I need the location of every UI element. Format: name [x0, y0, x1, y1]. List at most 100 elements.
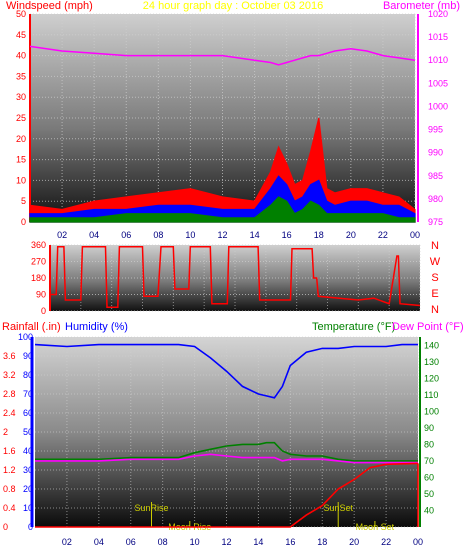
rainfall-tick-label: 0: [3, 522, 8, 532]
temperature-tick-label: 100: [424, 406, 439, 416]
x-tick-label: 20: [346, 230, 356, 240]
wind-tick-label: 20: [16, 134, 26, 144]
x-tick-label: 22: [378, 230, 388, 240]
wind-series-area: [29, 196, 416, 223]
x-tick-label: 18: [317, 537, 327, 547]
astro-label: Moon Set: [356, 522, 395, 532]
barometer-tick-label: 1000: [428, 101, 448, 111]
barometer-tick-label: 990: [428, 148, 443, 158]
rainfall-tick-label: 1.6: [3, 446, 16, 456]
x-tick-label: 08: [158, 537, 168, 547]
x-tick-label: 22: [381, 537, 391, 547]
wind-tick-label: 10: [16, 175, 26, 185]
rainfall-tick-label: 3.2: [3, 370, 16, 380]
temperature-tick-label: 130: [424, 357, 439, 367]
barometer-series-line: [29, 45, 416, 66]
temperature-tick-label: 140: [424, 340, 439, 350]
series-line-humidity: [34, 343, 418, 399]
wind-tick-label: 15: [16, 155, 26, 165]
rainfall-tick-label: 2.8: [3, 389, 16, 399]
humidity-tick-label: 20: [23, 484, 33, 494]
wind-tick-label: 45: [16, 30, 26, 40]
humidity-tick-label: 0: [28, 522, 33, 532]
right-axis-title: Barometer (mb): [383, 0, 460, 12]
humidity-tick-label: 50: [23, 427, 33, 437]
series-line-rain: [35, 462, 419, 528]
rainfall-tick-label: 3.6: [3, 351, 16, 361]
humidity-tick-label: 10: [23, 503, 33, 513]
direction-series-line: [50, 246, 421, 309]
wind-tick-label: 35: [16, 71, 26, 81]
x-tick-label: 16: [282, 230, 292, 240]
rainfall-axis-title: Rainfall (.in): [2, 321, 61, 333]
x-tick-label: 04: [94, 537, 104, 547]
x-tick-label: 12: [217, 230, 227, 240]
x-tick-label: 06: [126, 537, 136, 547]
x-tick-label: 06: [121, 230, 131, 240]
direction-tick-label: 0: [41, 306, 46, 316]
temperature-tick-label: 90: [424, 423, 434, 433]
wind-tick-label: 50: [16, 9, 26, 19]
dewpoint-axis-title: Dew Point (°F): [392, 321, 464, 333]
direction-label: E: [431, 288, 438, 300]
x-tick-label: 14: [250, 230, 260, 240]
wind-tick-label: 0: [21, 217, 26, 227]
barometer-tick-label: 1010: [428, 55, 448, 65]
x-tick-label: 12: [221, 537, 231, 547]
direction-tick-label: 270: [31, 257, 46, 267]
wind-tick-label: 25: [16, 113, 26, 123]
x-tick-label: 14: [253, 537, 263, 547]
temperature-axis-title: Temperature (°F): [312, 321, 395, 333]
x-tick-label: 02: [62, 537, 72, 547]
humidity-tick-label: 30: [23, 465, 33, 475]
direction-label: S: [431, 272, 438, 284]
humidity-tick-label: 40: [23, 446, 33, 456]
humidity-axis-title: Humidity (%): [65, 321, 128, 333]
rainfall-tick-label: 2: [3, 427, 8, 437]
barometer-tick-label: 980: [428, 194, 443, 204]
direction-label: N: [431, 240, 439, 252]
graph-title: 24 hour graph day : October 03 2016: [143, 0, 323, 12]
temperature-tick-label: 110: [424, 390, 438, 400]
astro-label: SunSet: [323, 503, 353, 513]
x-tick-label: 20: [349, 537, 359, 547]
barometer-tick-label: 1005: [428, 78, 448, 88]
x-tick-label: 02: [57, 230, 67, 240]
x-tick-label: 10: [190, 537, 200, 547]
temperature-tick-label: 50: [424, 489, 434, 499]
series-line-temp: [35, 453, 418, 464]
humidity-tick-label: 60: [23, 408, 33, 418]
x-tick-label: 10: [185, 230, 195, 240]
x-tick-label: 08: [153, 230, 163, 240]
direction-label: W: [430, 256, 441, 268]
temperature-tick-label: 60: [424, 472, 434, 482]
x-tick-label: 16: [285, 537, 295, 547]
wind-tick-label: 40: [16, 51, 26, 61]
series-line-temp: [35, 441, 418, 462]
wind-tick-label: 30: [16, 92, 26, 102]
x-tick-label: 00: [413, 537, 423, 547]
rainfall-tick-label: 2.4: [3, 408, 16, 418]
direction-tick-label: 180: [31, 273, 46, 283]
temperature-tick-label: 120: [424, 373, 439, 383]
rainfall-tick-label: 1.2: [3, 465, 16, 475]
direction-tick-label: 90: [36, 290, 46, 300]
temperature-tick-label: 70: [424, 456, 434, 466]
barometer-tick-label: 1020: [428, 9, 448, 19]
direction-tick-label: 360: [31, 240, 46, 250]
left-axis-title: Windspeed (mph): [6, 0, 93, 12]
rainfall-tick-label: 0.4: [3, 503, 16, 513]
barometer-tick-label: 1015: [428, 32, 448, 42]
temperature-tick-label: 40: [424, 505, 434, 515]
humidity-tick-label: 70: [23, 389, 33, 399]
x-tick-label: 18: [314, 230, 324, 240]
direction-label: N: [431, 304, 439, 316]
temperature-tick-label: 80: [424, 439, 434, 449]
humidity-tick-label: 100: [18, 332, 33, 342]
barometer-tick-label: 995: [428, 125, 443, 135]
barometer-tick-label: 975: [428, 217, 443, 227]
chart-layer: 0510152025303540455097598098599099510001…: [3, 9, 448, 547]
